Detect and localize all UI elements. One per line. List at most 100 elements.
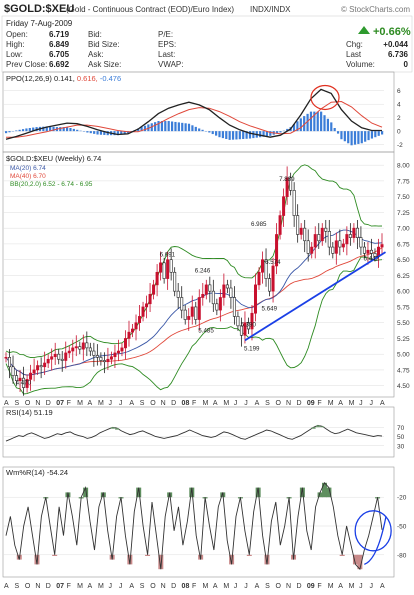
histogram-bar: [147, 124, 150, 132]
candle-body: [327, 231, 331, 248]
histogram-bar: [194, 126, 197, 132]
y-tick-label: 4: [397, 102, 401, 109]
ppo-chart: 6 4 2 0 -2: [3, 84, 403, 149]
histogram-bar: [374, 131, 377, 138]
candle-body: [180, 297, 184, 311]
last-label-mid: Last:: [158, 50, 175, 59]
y-tick-label: 5.75: [397, 304, 410, 311]
histogram-bar: [140, 127, 143, 132]
price-annotation: 5.199: [244, 346, 260, 353]
histogram-bar: [306, 113, 309, 132]
candle-body: [299, 227, 303, 235]
chart-exchange: INDX/INDX: [250, 5, 291, 14]
histogram-bar: [187, 123, 191, 132]
bid-label: Bid:: [88, 30, 102, 39]
low-value: 6.705: [49, 50, 70, 59]
histogram-bar: [198, 128, 201, 132]
price-annotation: 6.691: [160, 252, 176, 259]
williams-overbought-fill: [321, 482, 327, 498]
quote-date: Friday 7-Aug-2009: [6, 19, 73, 28]
histogram-bar: [286, 128, 289, 132]
histogram-bar: [52, 126, 55, 132]
x-tick-label: S: [14, 400, 19, 407]
x-tick-label: M: [223, 400, 229, 407]
histogram-bar: [225, 131, 228, 139]
candle-body: [78, 346, 82, 350]
histogram-bar: [120, 131, 123, 135]
candle-body: [317, 234, 321, 242]
x-tick-label: A: [338, 400, 343, 407]
x-tick-label: J: [108, 583, 112, 590]
y-tick-label: 6.50: [397, 257, 410, 264]
candle-body: [222, 284, 226, 298]
histogram-bar: [377, 131, 380, 136]
x-tick-label: J: [244, 583, 248, 590]
x-tick-label: S: [140, 400, 145, 407]
histogram-bar: [292, 124, 296, 132]
candle-body: [173, 271, 177, 292]
histogram-bar: [42, 126, 45, 132]
x-tick-label: 07: [56, 400, 64, 407]
rsi-overbought-fill: [320, 426, 325, 428]
candle-body: [320, 227, 324, 242]
histogram-bar: [228, 131, 231, 140]
x-tick-label: O: [276, 400, 282, 407]
histogram-bar: [49, 126, 52, 132]
candle-body: [278, 215, 282, 235]
candle-body: [208, 284, 212, 292]
candle-body: [67, 350, 71, 354]
candle-body: [289, 177, 293, 191]
histogram-bar: [235, 131, 238, 140]
histogram-bar: [367, 131, 370, 141]
histogram-bar: [116, 131, 119, 136]
candle-body: [152, 284, 156, 295]
candle-body: [190, 306, 194, 317]
histogram-bar: [181, 122, 184, 132]
candle-body: [109, 356, 113, 360]
bb-lower-line: [5, 256, 383, 395]
candle-body: [102, 360, 106, 363]
candle-body: [246, 322, 250, 330]
candle-body: [134, 322, 138, 330]
x-tick-label: O: [150, 583, 156, 590]
histogram-bar: [350, 131, 353, 146]
histogram-bar: [93, 131, 96, 134]
x-tick-label: O: [25, 583, 31, 590]
histogram-bar: [174, 121, 177, 132]
histogram-bar: [320, 111, 323, 132]
rsi-overbought-fill: [110, 427, 115, 429]
bb-upper-line: [5, 164, 383, 359]
candle-body: [60, 358, 64, 361]
histogram-bar: [164, 121, 167, 132]
x-tick-label: M: [349, 583, 355, 590]
histogram-bar: [25, 128, 28, 132]
candle-body: [285, 177, 289, 197]
candle-body: [50, 356, 54, 360]
williams-oversold-fill: [145, 554, 151, 556]
candle-body: [380, 244, 384, 248]
price-chart: 8.00 7.75 7.50 7.25 7.00 6.75 6.50 6.25 6.00 5.75…: [3, 163, 410, 396]
x-tick-label: F: [317, 583, 321, 590]
candle-body: [116, 350, 120, 354]
y-tick-label: -50: [397, 524, 407, 531]
histogram-bar: [245, 131, 248, 139]
x-tick-label: A: [88, 400, 93, 407]
candle-body: [331, 246, 335, 254]
histogram-bar: [218, 131, 221, 138]
candle-body: [292, 190, 296, 216]
williams-oversold-fill: [246, 554, 252, 556]
candle-body: [373, 253, 377, 257]
candle-body: [310, 246, 314, 254]
histogram-bar: [265, 131, 269, 137]
histogram-bar: [137, 128, 140, 132]
histogram-bar: [69, 128, 72, 132]
histogram-bar: [231, 131, 235, 140]
bb-legend: BB(20,2.0) 6.52 - 6.74 - 6.95: [10, 181, 93, 188]
histogram-bar: [28, 128, 31, 132]
histogram-bar: [18, 129, 21, 132]
williams-overbought-fill: [83, 487, 89, 498]
x-tick-label: D: [46, 583, 51, 590]
candle-body: [32, 369, 36, 374]
histogram-bar: [296, 121, 299, 132]
candle-body: [169, 259, 173, 273]
